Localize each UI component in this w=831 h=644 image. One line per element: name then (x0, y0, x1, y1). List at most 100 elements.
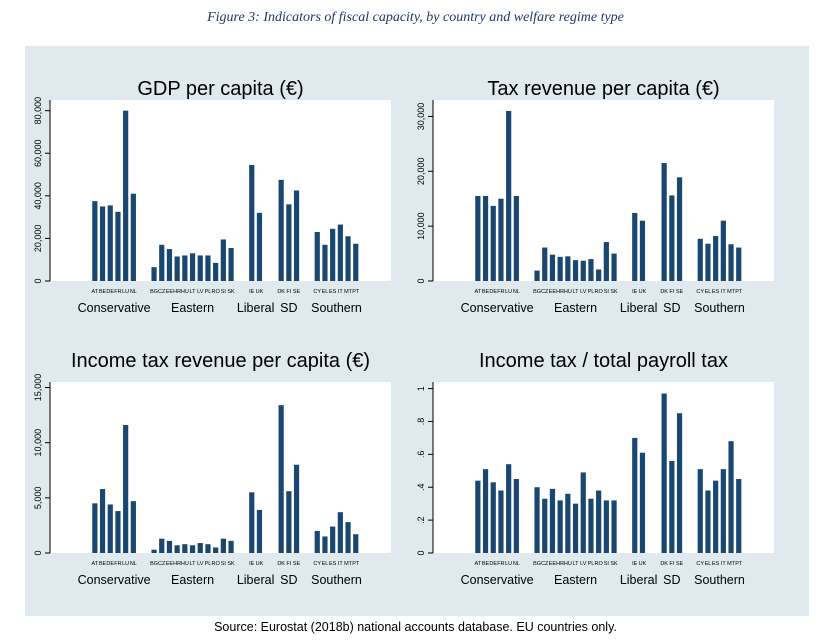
chart-title: Income tax / total payroll tax (479, 350, 728, 372)
category-label: CZ (158, 561, 166, 567)
category-label: CZ (158, 289, 166, 295)
bar-fi (286, 491, 292, 553)
bar-ro (596, 490, 602, 553)
category-label: DK (660, 289, 668, 295)
bar-cy (697, 238, 703, 281)
bar-dk (278, 179, 284, 281)
bar-fr (498, 490, 504, 553)
bar-at (475, 195, 481, 281)
category-label: LT (573, 561, 580, 567)
group-label: Eastern (171, 573, 214, 587)
category-label: FI (286, 561, 291, 567)
category-label: LU (505, 561, 512, 567)
bar-bg (151, 267, 157, 281)
group-label: Eastern (171, 301, 214, 315)
category-label: CZ (541, 561, 549, 567)
bar-mt (345, 522, 351, 553)
group-label: Eastern (554, 301, 597, 315)
bar-de (490, 205, 496, 281)
category-label: DK (277, 561, 285, 567)
bar-fr (115, 511, 121, 553)
bar-hr (174, 545, 180, 553)
category-label: UK (256, 289, 264, 295)
category-label: FR (497, 289, 504, 295)
category-label: MT (344, 289, 353, 295)
bar-es (330, 228, 336, 281)
category-label: FR (114, 561, 121, 567)
category-label: HU (564, 289, 572, 295)
plot-area (50, 382, 391, 553)
bar-lu (123, 425, 129, 553)
category-label: AT (92, 561, 99, 567)
y-tick-label: 0 (33, 278, 43, 283)
bar-it (720, 220, 726, 281)
category-label: ES (329, 561, 337, 567)
category-label: LU (122, 289, 129, 295)
bar-es (713, 480, 719, 553)
y-tick-label: 0 (416, 550, 426, 555)
category-label: PT (352, 561, 360, 567)
bar-ro (213, 262, 219, 281)
category-label: EL (705, 561, 712, 567)
bar-nl (130, 501, 136, 553)
category-label: PL (205, 289, 212, 295)
category-label: SK (610, 289, 618, 295)
category-label: EE (166, 289, 174, 295)
bar-lt (572, 260, 579, 281)
category-label: AT (92, 289, 99, 295)
category-label: FI (669, 289, 674, 295)
category-label: SI (604, 289, 610, 295)
bar-hu (182, 544, 188, 553)
category-label: SI (221, 289, 227, 295)
category-label: SK (227, 561, 235, 567)
category-label: IT (721, 289, 727, 295)
bar-lt (189, 253, 196, 281)
bar-el (705, 243, 711, 281)
category-label: DE (489, 561, 497, 567)
bar-el (705, 490, 711, 553)
category-label: EL (322, 289, 329, 295)
category-label: NL (130, 289, 137, 295)
bar-cz (542, 498, 548, 553)
category-label: BG (533, 289, 541, 295)
bar-fi (669, 460, 675, 553)
bar-lu (123, 110, 129, 281)
category-label: SI (604, 561, 610, 567)
category-label: PT (735, 289, 743, 295)
category-label: LU (505, 289, 512, 295)
bar-hu (565, 493, 571, 553)
bar-mt (728, 244, 734, 281)
category-label: PT (735, 561, 743, 567)
group-label: SD (280, 301, 297, 315)
chart-title: GDP per capita (€) (137, 78, 303, 100)
y-tick-label: 10,000 (416, 212, 426, 240)
y-tick-label: .6 (416, 451, 426, 459)
category-label: FR (497, 561, 504, 567)
category-label: ES (712, 561, 720, 567)
group-label: SD (663, 573, 680, 587)
category-label: NL (130, 561, 137, 567)
category-label: BE (482, 561, 490, 567)
category-label: FI (669, 561, 674, 567)
category-label: FR (114, 289, 121, 295)
bar-lv (580, 260, 586, 281)
category-label: EL (322, 561, 329, 567)
bar-dk (661, 163, 667, 281)
bar-se (293, 190, 300, 281)
bar-mt (345, 236, 351, 281)
y-tick-label: 15,000 (33, 374, 43, 402)
bar-uk (639, 452, 646, 553)
bar-cy (314, 530, 320, 553)
bar-pt (353, 243, 359, 281)
bar-be (99, 206, 106, 281)
category-label: HR (173, 561, 181, 567)
bar-sk (611, 500, 617, 553)
bar-cz (159, 538, 165, 553)
group-label: SD (280, 573, 297, 587)
bar-be (482, 195, 489, 281)
category-label: IT (721, 561, 727, 567)
bar-cy (314, 232, 320, 281)
bar-si (220, 538, 226, 553)
bar-nl (513, 479, 519, 553)
category-label: RO (595, 289, 604, 295)
